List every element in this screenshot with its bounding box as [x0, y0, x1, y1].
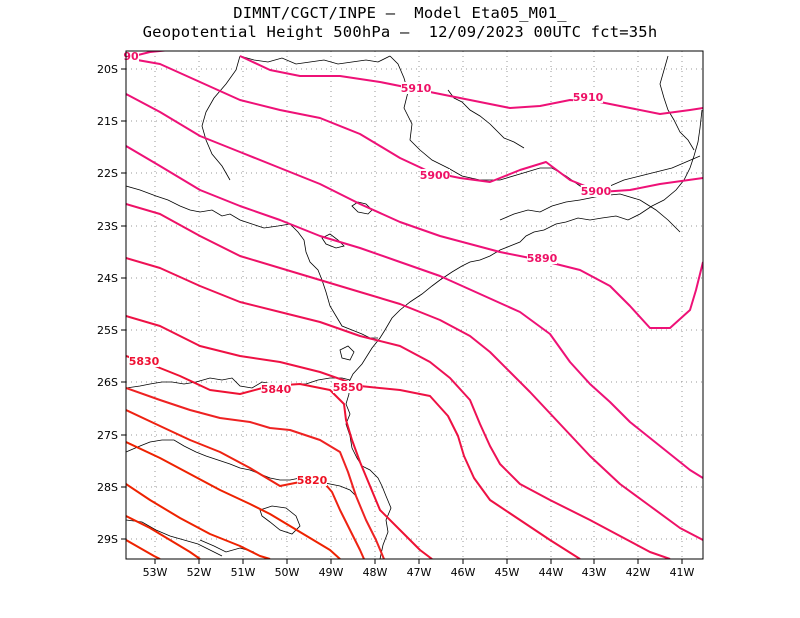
lat-lon-grid [126, 51, 703, 559]
contour-label: 5820 [297, 474, 328, 487]
coastline-and-borders [126, 56, 702, 559]
rj-mg-border [500, 200, 580, 220]
lat-tick-label: 26S [97, 376, 118, 389]
longitude-ticks: 53W 52W 51W 50W 49W 48W 47W 46W 45W 44W 43W 42W 41W [143, 559, 695, 579]
height-contour-line [240, 56, 703, 114]
lat-tick-label: 25S [97, 324, 118, 337]
lat-tick-label: 23S [97, 220, 118, 233]
height-contour-line [126, 316, 580, 559]
contour-label: 5910 [573, 91, 604, 104]
height-contour-line [126, 146, 703, 478]
lat-tick-label: 27S [97, 429, 118, 442]
mg-north-border [240, 56, 390, 64]
contour-label: 5900 [420, 169, 451, 182]
height-contours [126, 50, 703, 559]
sc-rs-border [126, 440, 356, 496]
contour-label: 5840 [261, 383, 292, 396]
lon-tick-label: 46W [451, 566, 476, 579]
lat-tick-label: 20S [97, 63, 118, 76]
lon-tick-label: 52W [187, 566, 212, 579]
east-coast-north [660, 56, 694, 150]
lat-tick-label: 28S [97, 481, 118, 494]
height-contour-line [126, 58, 703, 192]
lon-tick-label: 50W [275, 566, 300, 579]
plot-frame [126, 51, 703, 559]
contour-label: 5850 [333, 381, 364, 394]
height-contour-line [126, 410, 364, 559]
lon-tick-label: 45W [495, 566, 520, 579]
lat-tick-label: 24S [97, 272, 118, 285]
lake-2 [322, 234, 344, 248]
lon-tick-label: 53W [143, 566, 168, 579]
lon-tick-label: 47W [407, 566, 432, 579]
lat-tick-label: 29S [97, 533, 118, 546]
lon-tick-label: 43W [582, 566, 607, 579]
es-rj-border [580, 194, 680, 232]
lat-tick-label: 21S [97, 115, 118, 128]
lon-tick-label: 51W [231, 566, 256, 579]
mg-sp-border [126, 186, 378, 338]
lon-tick-label: 41W [670, 566, 695, 579]
mg-interior-border [202, 56, 240, 180]
atlantic-coastline [346, 110, 702, 559]
lon-tick-label: 48W [363, 566, 388, 579]
contour-label: 5830 [129, 355, 160, 368]
lon-tick-label: 49W [319, 566, 344, 579]
uruguay-border [126, 520, 222, 556]
height-contour-line [126, 94, 703, 328]
height-contour-line [126, 540, 160, 559]
contour-label: 5900 [581, 185, 612, 198]
lat-tick-label: 22S [97, 167, 118, 180]
contour-label: 5910 [401, 82, 432, 95]
height-contour-line [126, 204, 703, 540]
lagoon [340, 346, 354, 360]
latitude-ticks: 20S 21S 22S 23S 24S 25S 26S 27S 28S 29S [97, 63, 126, 546]
lon-tick-label: 44W [539, 566, 564, 579]
height-contour-line [126, 484, 270, 559]
lon-tick-label: 42W [626, 566, 651, 579]
contour-label: 5890 [527, 252, 558, 265]
